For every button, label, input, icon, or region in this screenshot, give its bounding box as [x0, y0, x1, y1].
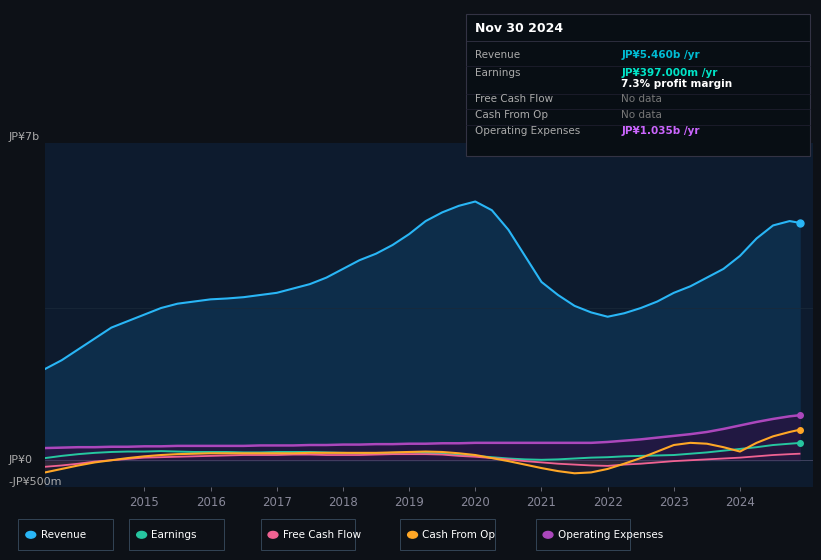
Text: Cash From Op: Cash From Op — [475, 110, 548, 120]
Text: JP¥397.000m /yr: JP¥397.000m /yr — [621, 68, 718, 78]
Text: JP¥5.460b /yr: JP¥5.460b /yr — [621, 50, 700, 60]
Text: JP¥7b: JP¥7b — [8, 132, 39, 142]
Text: No data: No data — [621, 110, 663, 120]
Text: Free Cash Flow: Free Cash Flow — [475, 95, 553, 105]
Text: Operating Expenses: Operating Expenses — [475, 126, 580, 136]
Text: JP¥0: JP¥0 — [8, 455, 32, 465]
Text: Nov 30 2024: Nov 30 2024 — [475, 22, 563, 35]
Text: Earnings: Earnings — [151, 530, 197, 540]
Text: Cash From Op: Cash From Op — [423, 530, 495, 540]
Text: Free Cash Flow: Free Cash Flow — [282, 530, 361, 540]
Text: 7.3% profit margin: 7.3% profit margin — [621, 79, 732, 89]
Text: JP¥1.035b /yr: JP¥1.035b /yr — [621, 126, 700, 136]
Text: Operating Expenses: Operating Expenses — [558, 530, 663, 540]
Text: No data: No data — [621, 95, 663, 105]
Text: -JP¥500m: -JP¥500m — [8, 477, 62, 487]
Text: Revenue: Revenue — [475, 50, 521, 60]
Text: Earnings: Earnings — [475, 68, 521, 78]
Text: Revenue: Revenue — [41, 530, 85, 540]
